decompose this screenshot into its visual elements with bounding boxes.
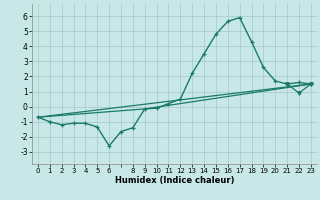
X-axis label: Humidex (Indice chaleur): Humidex (Indice chaleur) xyxy=(115,176,234,185)
